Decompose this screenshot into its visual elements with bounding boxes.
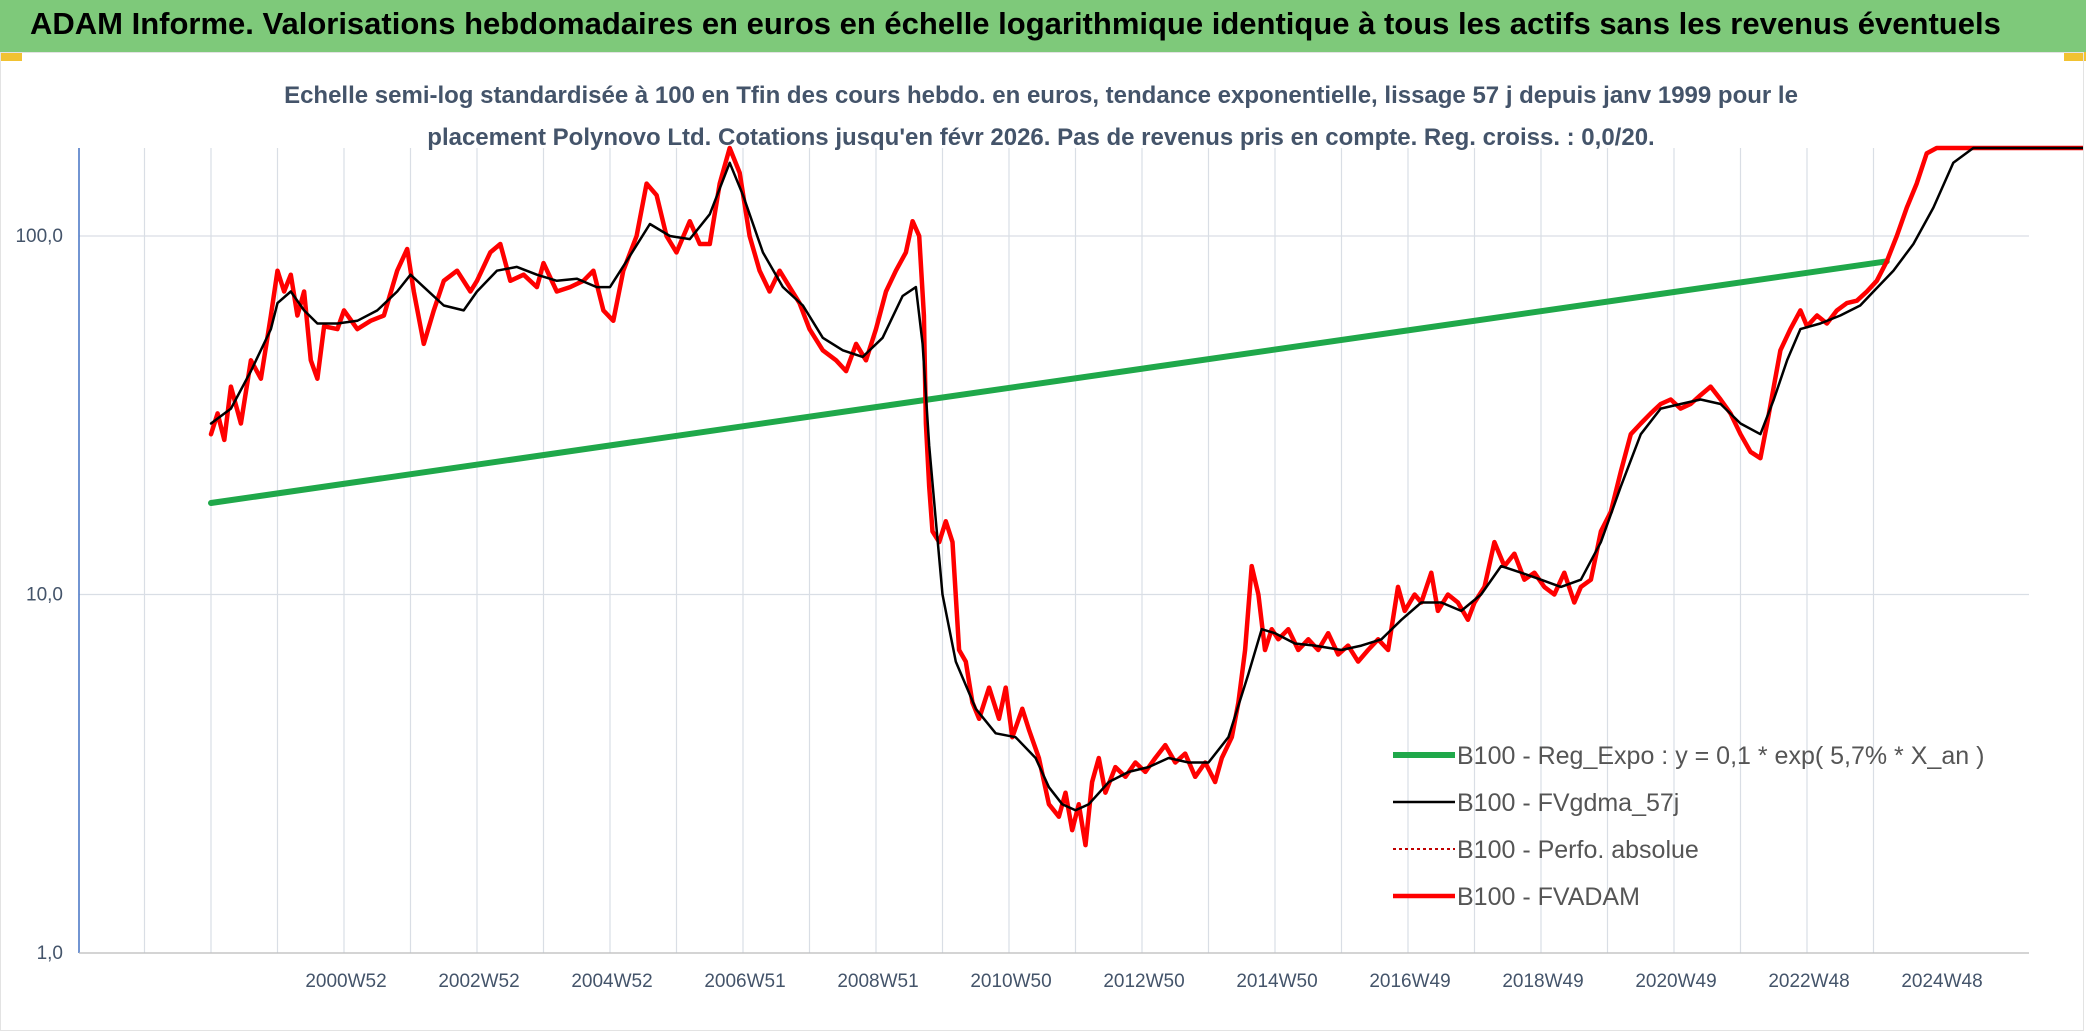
axes: 1,0 10,0 100,0 2000W52 2002W52 2004W52 2006W51… xyxy=(15,148,2029,992)
y-tick-label: 100,0 xyxy=(15,226,63,247)
x-tick-label: 2002W52 xyxy=(438,971,519,992)
corner-marker-left xyxy=(0,52,22,61)
x-tick-label: 2012W50 xyxy=(1103,971,1184,992)
legend: B100 - Reg_Expo : y = 0,1 * exp( 5,7% * … xyxy=(1393,742,1984,911)
page-title: ADAM Informe. Valorisations hebdomadaire… xyxy=(30,6,2001,41)
x-tick-label: 2024W48 xyxy=(1901,971,1982,992)
chart: Echelle semi-log standardisée à 100 en T… xyxy=(15,82,2083,992)
series-line-reg xyxy=(208,258,1890,506)
x-tick-label: 2004W52 xyxy=(571,971,652,992)
legend-label-fvadam: B100 - FVADAM xyxy=(1457,883,1640,911)
y-tick-label: 10,0 xyxy=(26,585,63,606)
x-tick-label: 2016W49 xyxy=(1369,971,1450,992)
title-banner: ADAM Informe. Valorisations hebdomadaire… xyxy=(0,0,2086,52)
x-tick-label: 2008W51 xyxy=(837,971,918,992)
grid xyxy=(79,148,2029,954)
x-tick-label: 2018W49 xyxy=(1502,971,1583,992)
legend-label-reg: B100 - Reg_Expo : y = 0,1 * exp( 5,7% * … xyxy=(1457,742,1984,770)
y-tick-label: 1,0 xyxy=(37,943,63,964)
chart-frame: Echelle semi-log standardisée à 100 en T… xyxy=(0,52,2084,1031)
chart-subtitle-line-1: Echelle semi-log standardisée à 100 en T… xyxy=(284,82,1798,109)
legend-label-abs: B100 - Perfo. absolue xyxy=(1457,836,1699,864)
series-line-smooth xyxy=(209,146,2083,812)
legend-label-smooth: B100 - FVgdma_57j xyxy=(1457,789,1679,817)
x-tick-label: 2014W50 xyxy=(1236,971,1317,992)
x-tick-label: 2022W48 xyxy=(1768,971,1849,992)
x-tick-label: 2006W51 xyxy=(704,971,785,992)
chart-subtitle-line-2: placement Polynovo Ltd. Cotations jusqu'… xyxy=(427,124,1654,151)
plot-area xyxy=(208,145,2083,848)
x-tick-label: 2010W50 xyxy=(970,971,1051,992)
series-line-fvadam xyxy=(208,145,2083,848)
x-tick-label: 2020W49 xyxy=(1635,971,1716,992)
corner-marker-right xyxy=(2064,52,2086,61)
x-tick-label: 2000W52 xyxy=(305,971,386,992)
